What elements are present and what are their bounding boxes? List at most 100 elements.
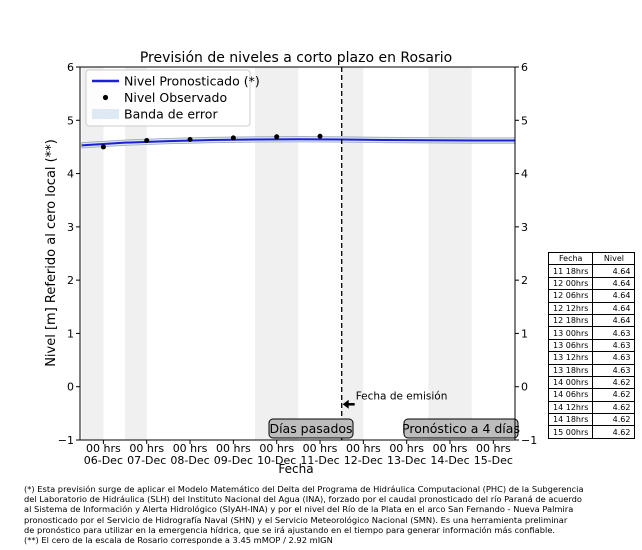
shaded-band: [81, 67, 104, 440]
table-cell-date: 14 12hrs: [547, 400, 594, 415]
forecast-series: [81, 138, 515, 147]
forecast-days-label: Pronóstico a 4 días: [402, 421, 520, 436]
shaded-day-bands: [81, 67, 472, 440]
y-tick-label: 0: [67, 381, 74, 394]
y-tick-label: 6: [67, 61, 74, 74]
y-tick-label-right: 0: [521, 381, 528, 394]
table-cell-level: 4.63: [592, 338, 636, 353]
y-tick-label: 4: [67, 168, 74, 181]
past-days-box: Días pasados: [268, 418, 354, 439]
table-cell-level: 4.62: [592, 413, 636, 427]
y-tick-label-right: 3: [521, 221, 528, 234]
y-tick-label-right: 2: [521, 274, 528, 287]
table-row: 13 12hrs 4.63: [547, 351, 636, 365]
observed-point: [187, 136, 193, 142]
table-body: 11 18hrs 4.64 12 00hrs 4.64 12 06hrs 4.64 12 1…: [547, 264, 636, 439]
x-tick-label-date: 15-Dec: [474, 454, 513, 467]
x-tick-label-date: 08-Dec: [170, 454, 209, 467]
y-tick-label: 2: [67, 274, 74, 287]
x-tick-label-hour: 00 hrs: [173, 442, 208, 455]
emission-arrow: [342, 399, 355, 409]
table-cell-date: 13 12hrs: [547, 351, 594, 365]
x-tick-label-date: 10-Dec: [257, 454, 296, 467]
x-tick-label-date: 06-Dec: [84, 454, 123, 467]
observed-point: [230, 135, 236, 141]
x-tick-label-hour: 00 hrs: [303, 442, 338, 455]
table-row: 15 00hrs 4.62: [547, 425, 636, 439]
table-cell-level: 4.62: [592, 375, 636, 390]
forecast-table: Fecha Nivel 11 18hrs 4.64 12 00hrs 4.64 12 0…: [547, 251, 636, 439]
x-tick-label-hour: 00 hrs: [216, 442, 251, 455]
table-cell-date: 14 00hrs: [547, 375, 594, 390]
x-tick-label-date: 07-Dec: [127, 454, 166, 467]
y-axis-label: Nivel [m] Referido al cero local (**): [44, 139, 59, 367]
x-tick-label-date: 13-Dec: [387, 454, 426, 467]
table-row: 11 18hrs 4.64: [547, 264, 636, 278]
table-header-level: Nivel: [592, 251, 636, 266]
table-row: 14 06hrs 4.62: [547, 388, 636, 402]
x-tick-label-date: 09-Dec: [214, 454, 253, 467]
observed-point: [100, 144, 106, 150]
x-tick-label-hour: 00 hrs: [86, 442, 121, 455]
legend-band-label: Banda de error: [124, 107, 218, 122]
legend-observed-swatch: [102, 94, 109, 101]
observed-series: [100, 133, 323, 150]
y-tick-label-right: 5: [521, 114, 528, 127]
y-tick-label: 5: [67, 114, 74, 127]
x-tick-label-hour: 00 hrs: [259, 442, 294, 455]
table-cell-level: 4.64: [592, 301, 636, 315]
table-row: 13 18hrs 4.63: [547, 363, 636, 377]
table-cell-date: 12 18hrs: [547, 313, 594, 328]
table-cell-date: 14 06hrs: [547, 388, 594, 402]
past-days-label: Días pasados: [269, 421, 352, 436]
y-tick-label-right: 1: [521, 327, 528, 340]
y-axis-right: 6 5 4 3 2 1 0 −1: [515, 61, 537, 447]
table-cell-date: 13 18hrs: [547, 363, 594, 377]
table-cell-level: 4.62: [592, 400, 636, 415]
x-tick-label-hour: 00 hrs: [129, 442, 164, 455]
x-tick-label-hour: 00 hrs: [346, 442, 381, 455]
forecast-days-box: Pronóstico a 4 días: [402, 418, 520, 439]
table-cell-level: 4.64: [592, 289, 636, 303]
table-row: 14 00hrs 4.62: [547, 375, 636, 390]
y-tick-label-right: 4: [521, 168, 528, 181]
table-cell-date: 12 12hrs: [547, 301, 594, 315]
table-row: 12 18hrs 4.64: [547, 313, 636, 328]
table-row: 12 12hrs 4.64: [547, 301, 636, 315]
table-cell-date: 12 00hrs: [547, 276, 594, 291]
chart-title: Previsión de niveles a corto plazo en Ro…: [140, 50, 452, 66]
x-axis-label: Fecha: [278, 462, 313, 476]
x-tick-label-date: 12-Dec: [344, 454, 383, 467]
legend-observed-label: Nivel Observado: [124, 90, 227, 105]
table-cell-level: 4.63: [592, 363, 636, 377]
table-header-row: Fecha Nivel: [547, 251, 636, 266]
shaded-band: [428, 67, 472, 440]
table-cell-level: 4.64: [592, 313, 636, 328]
table-cell-date: 14 18hrs: [547, 413, 594, 427]
observed-point: [144, 138, 150, 144]
legend-forecast-label: Nivel Pronosticado (*): [124, 74, 260, 89]
y-tick-label: −1: [58, 434, 74, 447]
emission-label: Fecha de emisión: [356, 391, 448, 403]
table-row: 13 06hrs 4.63: [547, 338, 636, 353]
table-cell-level: 4.62: [592, 388, 636, 402]
table-row: 12 06hrs 4.64: [547, 289, 636, 303]
footnote: (*) Esta previsión surge de aplicar el M…: [24, 484, 584, 546]
table-cell-date: 13 00hrs: [547, 326, 594, 340]
observed-point: [317, 133, 323, 139]
table-row: 14 18hrs 4.62: [547, 413, 636, 427]
shaded-band: [255, 67, 299, 440]
table-cell-date: 11 18hrs: [547, 264, 594, 278]
table-cell-level: 4.63: [592, 326, 636, 340]
shaded-band: [341, 67, 364, 440]
table-cell-date: 12 06hrs: [547, 289, 594, 303]
legend: Nivel Pronosticado (*) Nivel Observado B…: [85, 69, 260, 127]
table-row: 14 12hrs 4.62: [547, 400, 636, 415]
legend-band-swatch: [92, 109, 119, 119]
y-tick-label: 1: [67, 327, 74, 340]
shaded-band: [125, 67, 147, 440]
observed-point: [274, 134, 280, 140]
level-forecast-chart: Fecha de emisión Días pasados Pronóstico…: [44, 50, 537, 476]
x-tick-label-hour: 00 hrs: [433, 442, 468, 455]
